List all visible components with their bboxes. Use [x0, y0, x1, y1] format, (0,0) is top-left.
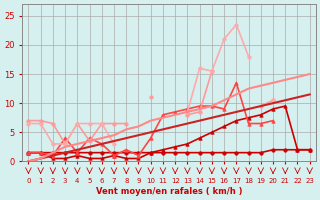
X-axis label: Vent moyen/en rafales ( km/h ): Vent moyen/en rafales ( km/h ): [96, 187, 242, 196]
